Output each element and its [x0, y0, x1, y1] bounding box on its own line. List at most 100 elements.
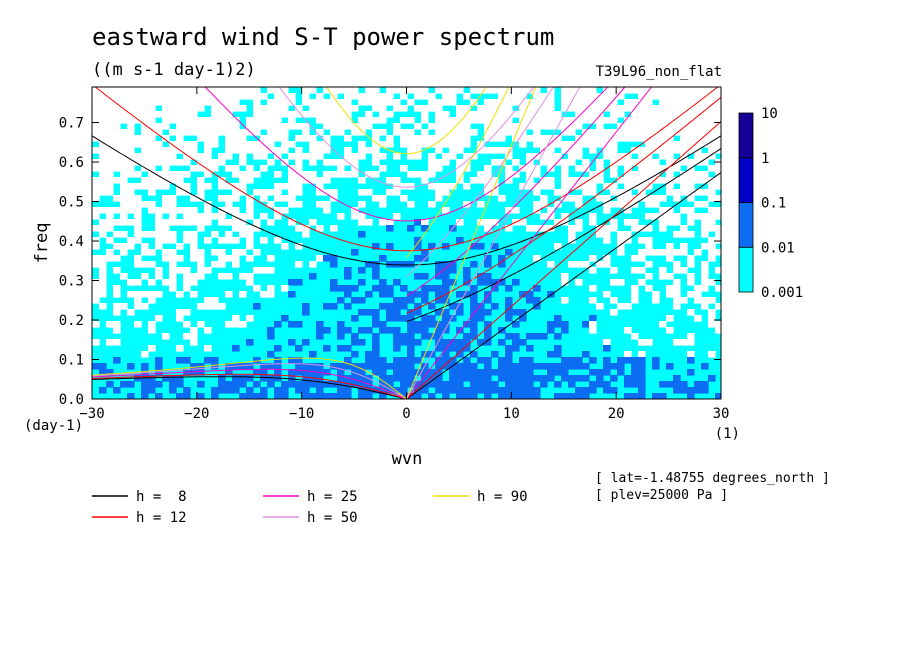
spectrum-cell — [120, 183, 128, 190]
spectrum-cell — [260, 363, 268, 370]
spectrum-cell — [694, 123, 702, 130]
spectrum-cell — [547, 147, 555, 154]
spectrum-cell — [456, 165, 464, 172]
spectrum-cell — [148, 135, 156, 142]
spectrum-cell — [218, 111, 226, 118]
spectrum-cell — [568, 159, 576, 166]
spectrum-cell — [428, 303, 436, 310]
spectrum-cell — [421, 333, 429, 340]
spectrum-cell — [134, 279, 142, 286]
spectrum-cell — [323, 207, 331, 214]
spectrum-cell — [288, 201, 296, 208]
spectrum-cell — [610, 309, 618, 316]
spectrum-cell — [491, 219, 499, 226]
spectrum-cell — [491, 135, 499, 142]
spectrum-cell — [673, 105, 681, 112]
spectrum-cell — [470, 381, 478, 388]
spectrum-cell — [400, 87, 408, 94]
spectrum-cell — [316, 381, 324, 388]
spectrum-cell — [190, 117, 198, 124]
spectrum-cell — [708, 195, 716, 202]
spectrum-cell — [456, 105, 464, 112]
spectrum-cell — [603, 369, 611, 376]
spectrum-cell — [449, 381, 457, 388]
spectrum-cell — [449, 93, 457, 100]
spectrum-cell — [435, 285, 443, 292]
spectrum-cell — [687, 279, 695, 286]
spectrum-cell — [386, 93, 394, 100]
spectrum-cell — [533, 201, 541, 208]
spectrum-cell — [477, 369, 485, 376]
spectrum-cell — [197, 261, 205, 268]
spectrum-cell — [708, 153, 716, 160]
spectrum-cell — [218, 303, 226, 310]
spectrum-cell — [204, 345, 212, 352]
spectrum-cell — [190, 327, 198, 334]
spectrum-cell — [575, 363, 583, 370]
spectrum-cell — [407, 99, 415, 106]
spectrum-cell — [666, 291, 674, 298]
spectrum-cell — [582, 159, 590, 166]
spectrum-cell — [92, 87, 100, 94]
spectrum-cell — [225, 369, 233, 376]
spectrum-cell — [281, 147, 289, 154]
spectrum-cell — [127, 135, 135, 142]
spectrum-cell — [463, 357, 471, 364]
spectrum-cell — [456, 87, 464, 94]
spectrum-cell — [533, 225, 541, 232]
spectrum-cell — [519, 393, 527, 399]
spectrum-cell — [673, 177, 681, 184]
spectrum-cell — [512, 123, 520, 130]
spectrum-cell — [400, 135, 408, 142]
spectrum-cell — [575, 141, 583, 148]
spectrum-cell — [211, 249, 219, 256]
spectrum-cell — [694, 159, 702, 166]
spectrum-cell — [113, 135, 121, 142]
colorbar-swatch — [738, 157, 754, 203]
spectrum-cell — [155, 147, 163, 154]
spectrum-cell — [204, 153, 212, 160]
spectrum-cell — [183, 117, 191, 124]
spectrum-cell — [211, 105, 219, 112]
spectrum-cell — [484, 171, 492, 178]
spectrum-cell — [281, 387, 289, 394]
spectrum-cell — [204, 117, 212, 124]
spectrum-cell — [533, 297, 541, 304]
spectrum-cell — [337, 345, 345, 352]
spectrum-cell — [344, 117, 352, 124]
spectrum-cell — [582, 189, 590, 196]
spectrum-cell — [456, 123, 464, 130]
spectrum-cell — [666, 249, 674, 256]
spectrum-cell — [484, 333, 492, 340]
spectrum-cell — [246, 231, 254, 238]
spectrum-cell — [92, 285, 100, 292]
spectrum-cell — [449, 129, 457, 136]
spectrum-cell — [330, 261, 338, 268]
spectrum-cell — [274, 357, 282, 364]
spectrum-cell — [512, 87, 520, 94]
spectrum-cell — [323, 345, 331, 352]
spectrum-cell — [407, 369, 415, 376]
spectrum-cell — [708, 243, 716, 250]
spectrum-cell — [113, 285, 121, 292]
spectrum-cell — [183, 99, 191, 106]
spectrum-cell — [463, 375, 471, 382]
spectrum-cell — [330, 255, 338, 262]
spectrum-cell — [302, 387, 310, 394]
spectrum-cell — [638, 111, 646, 118]
spectrum-cell — [393, 345, 401, 352]
spectrum-cell — [204, 219, 212, 226]
spectrum-cell — [274, 87, 282, 94]
spectrum-cell — [491, 117, 499, 124]
spectrum-cell — [463, 387, 471, 394]
spectrum-cell — [603, 231, 611, 238]
spectrum-cell — [512, 207, 520, 214]
spectrum-cell — [428, 123, 436, 130]
spectrum-cell — [568, 195, 576, 202]
spectrum-cell — [596, 135, 604, 142]
spectrum-cell — [470, 369, 478, 376]
spectrum-cell — [337, 159, 345, 166]
spectrum-cell — [687, 135, 695, 142]
spectrum-cell — [351, 93, 359, 100]
spectrum-cell — [673, 219, 681, 226]
